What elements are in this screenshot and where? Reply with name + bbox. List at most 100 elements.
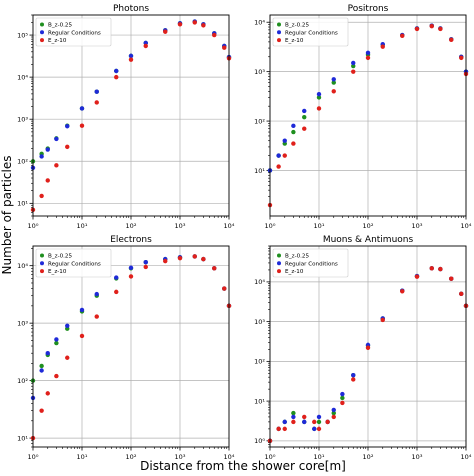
legend-marker — [40, 261, 44, 266]
data-point — [94, 100, 99, 105]
x-tick-label: 10² — [363, 453, 374, 461]
x-tick-label: 10¹ — [314, 453, 325, 461]
data-point — [54, 340, 59, 346]
data-point — [438, 266, 443, 272]
x-tick-label: 10² — [363, 222, 374, 230]
data-point — [459, 291, 464, 297]
data-point — [276, 164, 281, 169]
y-tick-label: 10⁰ — [254, 437, 265, 445]
x-tick-label: 10³ — [175, 453, 186, 461]
data-point — [79, 307, 85, 313]
axes-frame — [32, 245, 230, 448]
data-point — [302, 414, 307, 420]
data-point — [201, 23, 206, 28]
data-point — [400, 289, 405, 294]
data-point — [128, 265, 134, 270]
data-point — [39, 368, 44, 373]
x-tick-label: 10² — [126, 453, 137, 461]
data-point — [222, 45, 227, 50]
legend-label: B_z-0.25 — [48, 254, 72, 260]
data-point — [54, 373, 59, 379]
data-point — [39, 193, 44, 199]
data-point — [54, 163, 59, 168]
data-point — [316, 419, 322, 425]
x-tick-label: 10³ — [412, 222, 423, 230]
data-point — [316, 91, 322, 97]
y-tick-label: 10¹ — [254, 397, 265, 405]
data-point — [65, 144, 70, 150]
data-point — [128, 57, 134, 62]
data-point — [331, 77, 336, 82]
data-point — [163, 29, 168, 34]
panel-positrons: 10⁰ 10¹ 10² 10³ 10⁴ 10¹ 10² 10³ 10⁴ Positrons B_z-… — [254, 4, 472, 230]
data-point — [94, 89, 99, 94]
data-point — [282, 419, 287, 425]
data-point — [302, 114, 307, 120]
data-point — [212, 266, 217, 271]
data-point — [340, 395, 345, 401]
data-point — [351, 63, 356, 69]
legend-marker — [277, 261, 281, 266]
data-point — [143, 43, 148, 49]
data-point — [282, 138, 287, 143]
legend-label: B_z-0.25 — [285, 23, 309, 29]
data-point — [380, 317, 385, 323]
panel-muons-antimuons: 10⁰ 10¹ 10² 10³ 10⁴ 10⁰ 10¹ 10² 10³ 10⁴ Muons & An… — [254, 235, 472, 461]
data-point — [39, 363, 44, 369]
data-point — [291, 129, 296, 135]
y-tick-label: 10⁴ — [17, 262, 28, 270]
legend-label: Regular Conditions — [285, 261, 338, 267]
data-point — [45, 147, 50, 152]
data-point — [365, 345, 371, 350]
legend-box — [35, 17, 112, 47]
data-point — [143, 40, 148, 46]
data-point — [331, 410, 336, 416]
data-point — [331, 89, 336, 94]
data-point — [316, 414, 322, 420]
y-tick-label: 10¹ — [17, 200, 28, 208]
y-tick-label: 10⁴ — [254, 278, 265, 286]
y-tick-label: 10³ — [254, 318, 265, 326]
panel-title: Positrons — [348, 4, 389, 14]
data-point — [340, 391, 345, 397]
y-tick-label: 10³ — [17, 116, 28, 124]
legend-label: E_z-10 — [285, 269, 304, 275]
legend-marker — [277, 38, 281, 43]
axes-frame — [269, 245, 467, 448]
y-tick-label: 10³ — [254, 68, 265, 76]
data-point — [114, 275, 119, 280]
data-point — [39, 408, 44, 413]
legend-marker — [277, 30, 281, 35]
data-point — [177, 255, 183, 261]
data-point — [351, 372, 356, 378]
data-point — [365, 50, 371, 56]
legend-label: E_z-10 — [285, 38, 304, 44]
data-point — [351, 377, 356, 382]
data-point — [79, 123, 85, 128]
data-point — [128, 274, 134, 279]
data-point — [351, 69, 356, 74]
legend-marker — [40, 38, 44, 43]
data-point — [340, 400, 345, 406]
legend-label: E_z-10 — [48, 269, 67, 275]
y-tick-label: 10¹ — [17, 434, 28, 442]
legend-box — [35, 248, 112, 278]
data-point — [365, 55, 371, 61]
data-point — [212, 32, 217, 38]
legend-label: Regular Conditions — [48, 30, 101, 36]
data-point — [192, 254, 197, 259]
data-point — [114, 74, 119, 80]
legend-marker — [40, 30, 44, 35]
data-point — [449, 37, 454, 43]
legend-box — [272, 248, 349, 278]
data-point — [316, 426, 322, 432]
x-tick-label: 10⁰ — [28, 453, 39, 461]
legend-marker — [277, 253, 281, 258]
data-point — [222, 286, 227, 291]
legend-marker — [40, 22, 44, 27]
x-tick-label: 10⁴ — [224, 453, 235, 461]
data-point — [302, 108, 307, 114]
axes-frame — [269, 14, 467, 217]
data-point — [380, 44, 385, 49]
